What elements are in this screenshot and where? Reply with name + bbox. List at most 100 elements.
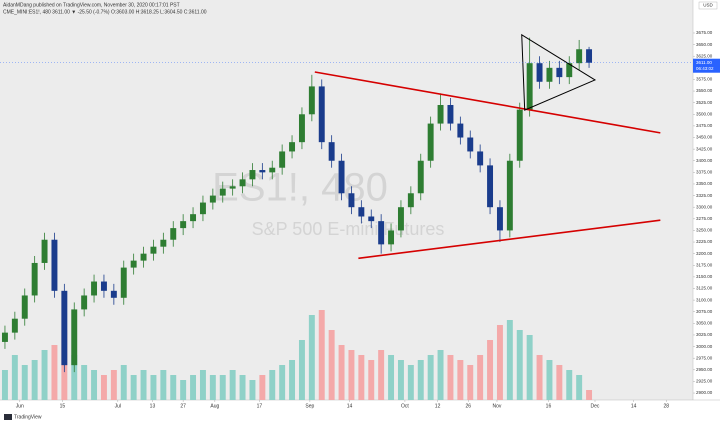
- volume-bar: [289, 360, 296, 400]
- candle-body: [338, 160, 345, 194]
- volume-bar: [318, 310, 325, 400]
- price-tag: [693, 58, 720, 73]
- y-tick-label: 3125.00: [696, 286, 713, 291]
- y-tick-label: 3225.00: [696, 239, 713, 244]
- candle-body: [120, 267, 127, 298]
- candle-body: [140, 253, 147, 261]
- trend-line: [314, 71, 661, 134]
- currency: USD: [703, 3, 713, 8]
- y-tick-label: 3475.00: [696, 123, 713, 128]
- candle-body: [91, 281, 98, 296]
- volume-bar: [477, 355, 484, 400]
- y-tick-label: 3375.00: [696, 170, 713, 175]
- volume-bar: [536, 355, 543, 400]
- candle-body: [81, 295, 88, 310]
- candle-body: [150, 246, 157, 254]
- candle-body: [71, 309, 78, 366]
- volume-bar: [546, 360, 553, 400]
- volume-bar: [388, 355, 395, 400]
- volume-bar: [81, 365, 88, 400]
- candle-body: [31, 262, 38, 296]
- watermark-symbol: ES1!, 480: [212, 166, 388, 210]
- watermark-name: S&P 500 E-mini Futures: [252, 219, 445, 239]
- candle-body: [51, 239, 58, 291]
- trend-line: [358, 219, 661, 260]
- candle-body: [249, 170, 256, 180]
- candle-body: [110, 290, 117, 298]
- candle-body: [467, 137, 474, 152]
- volume-bar: [279, 365, 286, 400]
- y-tick-label: 3350.00: [696, 181, 713, 186]
- volume-bar: [576, 375, 583, 400]
- candle-body: [526, 63, 533, 110]
- volume-bar: [566, 370, 573, 400]
- y-tick-label: 3625.00: [696, 53, 713, 58]
- candle-body: [536, 63, 543, 82]
- x-tick-label: 12: [435, 403, 441, 409]
- candle-body: [397, 207, 404, 231]
- candle-body: [160, 239, 167, 247]
- candle-body: [477, 151, 484, 166]
- volume-bar: [190, 375, 197, 400]
- x-tick-label: 26: [465, 403, 471, 409]
- candle-body: [368, 216, 375, 222]
- candle-body: [269, 167, 276, 173]
- volume-bar: [417, 360, 424, 400]
- candle-body: [298, 114, 305, 143]
- volume-bar: [447, 355, 454, 400]
- volume-bar: [21, 365, 28, 400]
- volume-bar: [219, 375, 226, 400]
- volume-bar: [31, 360, 38, 400]
- y-tick-label: 3300.00: [696, 204, 713, 209]
- volume-bar: [160, 370, 167, 400]
- volume-bar: [150, 375, 157, 400]
- y-tick-label: 3000.00: [696, 344, 713, 349]
- candle-body: [566, 63, 573, 78]
- x-tick-label: 13: [150, 403, 156, 409]
- candle-body: [358, 207, 365, 217]
- x-tick-label: Aug: [210, 403, 219, 409]
- volume-bar: [269, 370, 276, 400]
- x-tick-label: 14: [631, 403, 637, 409]
- candle-body: [219, 188, 226, 196]
- volume-bar: [239, 375, 246, 400]
- y-tick-label: 3500.00: [696, 111, 713, 116]
- y-tick-label: 3575.00: [696, 77, 713, 82]
- y-tick-label: 2950.00: [696, 367, 713, 372]
- x-tick-label: Jun: [16, 403, 24, 409]
- volume-bar: [229, 370, 236, 400]
- y-tick-label: 3650.00: [696, 42, 713, 47]
- candle-body: [576, 49, 583, 64]
- y-tick-label: 3075.00: [696, 309, 713, 314]
- y-tick-label: 3550.00: [696, 88, 713, 93]
- y-tick-label: 3325.00: [696, 193, 713, 198]
- volume-bar: [437, 350, 444, 400]
- volume-bar: [506, 320, 513, 400]
- x-tick-label: Jul: [115, 403, 121, 409]
- candle-body: [556, 67, 563, 78]
- volume-bar: [348, 350, 355, 400]
- triangle-pattern: [521, 33, 597, 111]
- y-tick-label: 3175.00: [696, 262, 713, 267]
- candle-body: [318, 86, 325, 143]
- candle-body: [279, 151, 286, 168]
- header: AidanMDang published on TradingView.com,…: [3, 2, 180, 8]
- price-tag-label: 3611.00: [696, 60, 712, 65]
- volume-bar: [11, 355, 18, 400]
- candle-body: [586, 49, 593, 63]
- volume-bar: [378, 350, 385, 400]
- x-tick-label: 27: [180, 403, 186, 409]
- x-tick-label: Sep: [305, 403, 314, 409]
- volume-bar: [526, 335, 533, 400]
- y-tick-label: 3400.00: [696, 158, 713, 163]
- x-tick-label: 28: [663, 403, 669, 409]
- volume-bar: [358, 355, 365, 400]
- y-tick-label: 3675.00: [696, 30, 713, 35]
- y-tick-label: 3150.00: [696, 274, 713, 279]
- volume-bar: [91, 370, 98, 400]
- y-tick-label: 3450.00: [696, 135, 713, 140]
- currency-box: [698, 1, 718, 10]
- volume-bar: [516, 330, 523, 400]
- volume-bar: [368, 360, 375, 400]
- volume-bar: [110, 370, 117, 400]
